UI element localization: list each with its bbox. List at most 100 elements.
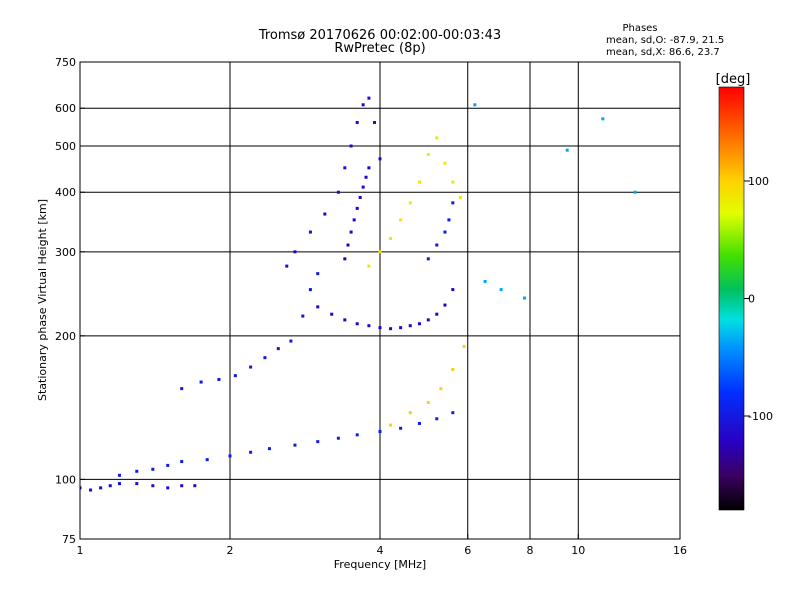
data-point-e-layer-trace [108, 484, 112, 488]
data-point-x-mode-lower [462, 344, 466, 348]
data-point-lower-f-trace [228, 454, 232, 458]
data-point-x-mode-f2 [443, 161, 447, 165]
data-point-f2-column [349, 230, 353, 234]
data-point-o-mode-lower-f2 [451, 288, 455, 292]
data-point-o-mode-upper [451, 201, 455, 205]
data-point-o-mode-f2 [323, 212, 327, 216]
data-point-o-mode-lower-f2 [443, 303, 447, 307]
data-point-x-mode-f2 [408, 201, 412, 205]
data-point-o-mode-upper [426, 257, 430, 261]
data-point-f2-column [361, 185, 365, 189]
phases-x-stats: mean, sd,X: 86.6, 23.7 [606, 47, 720, 58]
data-point-o-mode-lower-f2 [355, 322, 359, 326]
y-axis-label: Stationary phase Virtual Height [km] [36, 199, 49, 401]
x-tick-label: 10 [571, 544, 585, 557]
colorbar-tick-label: 0 [748, 293, 755, 306]
y-tick-label: 400 [55, 186, 76, 199]
data-point-f2-column [343, 257, 347, 261]
data-point-f1-cusp [263, 356, 267, 360]
data-point-lower-f-trace [151, 467, 155, 471]
phases-o-stats: mean, sd,O: -87.9, 21.5 [606, 35, 724, 46]
data-point-f2-column [346, 243, 350, 247]
colorbar-label: [deg] [716, 72, 751, 87]
data-point-lower-f-trace [451, 411, 455, 415]
data-point-lower-f-trace [293, 443, 297, 447]
data-point-stray-echoes [499, 288, 503, 292]
data-point-o-mode-f2 [361, 103, 365, 107]
x-tick-label: 6 [464, 544, 471, 557]
grid [80, 62, 680, 539]
data-point-o-mode-f2 [373, 121, 377, 125]
data-point-lower-f-trace [180, 460, 184, 464]
y-tick-label: 600 [55, 102, 76, 115]
data-point-f2-column [367, 166, 371, 170]
data-point-lower-f-trace [336, 436, 340, 440]
data-point-x-mode-f2 [435, 136, 439, 140]
data-point-x-mode-lower [389, 423, 393, 427]
data-point-x-mode-f2 [367, 264, 371, 268]
data-point-f2-column [358, 195, 362, 199]
data-point-o-mode-f2 [308, 230, 312, 234]
data-point-x-mode-f2 [378, 250, 382, 254]
data-point-x-mode-lower [408, 411, 412, 415]
data-point-f1-cusp [301, 314, 305, 318]
x-tick-label: 4 [377, 544, 384, 557]
x-tick-label: 1 [77, 544, 84, 557]
phases-label: Phases [622, 23, 657, 34]
data-point-e-layer-trace [135, 482, 139, 486]
data-point-stray-echoes [601, 117, 605, 121]
data-point-lower-f-trace [249, 450, 253, 454]
data-point-f1-cusp [276, 347, 280, 351]
data-point-e-layer-trace [193, 484, 197, 488]
data-point-e-layer-trace [180, 484, 184, 488]
data-point-o-mode-f2 [378, 157, 382, 161]
data-point-f2-column [352, 218, 356, 222]
data-point-lower-f-trace [205, 458, 209, 462]
data-point-o-mode-lower-f2 [378, 326, 382, 330]
data-point-lower-f-trace [117, 473, 121, 477]
data-point-f2-column [364, 175, 368, 179]
data-point-lower-f-trace [135, 469, 139, 473]
data-point-x-mode-lower [426, 400, 430, 404]
data-point-stray-echoes [633, 190, 637, 194]
data-point-f1-cusp [249, 365, 253, 369]
data-point-o-mode-f2 [343, 166, 347, 170]
x-tick-label: 16 [673, 544, 687, 557]
data-point-f1-cusp [316, 272, 320, 276]
colorbar [718, 86, 745, 511]
data-point-lower-f-trace [267, 447, 271, 451]
data-point-o-mode-lower-f2 [330, 312, 334, 316]
x-axis-label: Frequency [MHz] [334, 558, 426, 571]
data-point-o-mode-f2 [349, 144, 353, 148]
colorbar-ticks: 100 0 -100 [744, 175, 773, 423]
data-point-lower-f-trace [435, 417, 439, 421]
data-point-x-mode-f2 [426, 152, 430, 156]
data-point-o-mode-lower-f2 [343, 318, 347, 322]
data-point-o-mode-lower-f2 [417, 322, 421, 326]
data-point-o-mode-lower-f2 [435, 312, 439, 316]
data-point-lower-f-trace [417, 421, 421, 425]
data-point-o-mode-upper [447, 218, 451, 222]
data-point-e-layer-trace [89, 488, 93, 492]
data-point-stray-echoes [473, 103, 477, 107]
data-point-o-mode-lower-f2 [316, 305, 320, 309]
y-tick-label: 200 [55, 330, 76, 343]
data-point-o-mode-lower-f2 [408, 324, 412, 328]
data-point-x-mode-lower [439, 387, 443, 391]
data-point-f1-cusp [199, 380, 203, 384]
data-point-lower-f-trace [166, 463, 170, 467]
data-point-stray-echoes [565, 148, 569, 152]
data-point-e-layer-trace [117, 482, 121, 486]
data-point-x-mode-f2 [458, 195, 462, 199]
data-point-o-mode-f2 [355, 121, 359, 125]
y-tick-label: 75 [62, 533, 76, 546]
data-point-f1-cusp [217, 377, 221, 381]
data-point-e-layer-trace [151, 484, 155, 488]
x-tick-label: 8 [527, 544, 534, 557]
data-point-x-mode-f2 [389, 236, 393, 240]
colorbar-tick-label: 100 [748, 175, 769, 188]
data-point-o-mode-lower-f2 [367, 324, 371, 328]
y-tick-label: 500 [55, 140, 76, 153]
y-tick-label: 750 [55, 56, 76, 69]
data-point-x-mode-f2 [451, 180, 455, 184]
